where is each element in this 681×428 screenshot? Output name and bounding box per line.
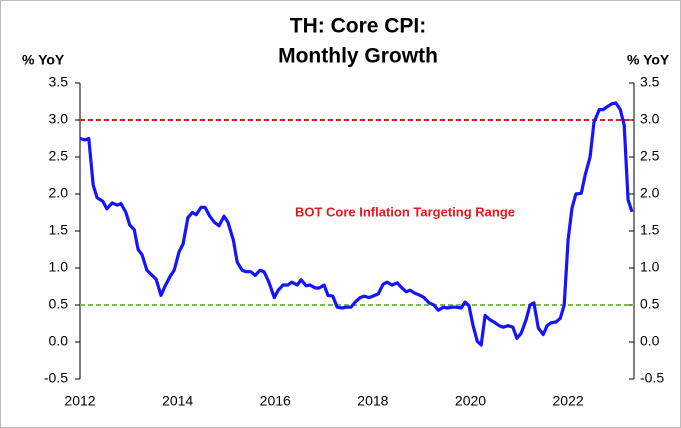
x-tick-label: 2020 [455,393,486,409]
x-tick-label: 2014 [162,393,193,409]
y2-tick-label: 0.0 [640,333,660,349]
y-tick-label: 2.5 [49,148,69,164]
y2-tick-label: 3.0 [640,111,660,127]
chart-title: TH: Core CPI: [290,15,427,38]
y-tick-label: 0.5 [49,296,69,312]
x-tick-label: 2022 [553,393,584,409]
y-tick-label: 1.0 [49,259,69,275]
y-tick-label: 3.0 [49,111,69,127]
data-line [79,101,634,347]
y-axis-label: % YoY [22,52,65,68]
x-tick-label: 2012 [64,393,95,409]
y-tick-label: 3.5 [49,74,69,90]
y2-tick-label: 1.5 [640,222,660,238]
y2-tick-label: 3.5 [640,74,660,90]
annotation: BOT Core Inflation Targeting Range [295,204,515,219]
y2-tick-label: 2.5 [640,148,660,164]
chart-title: Monthly Growth [278,45,438,68]
y-tick-label: 1.5 [49,222,69,238]
y-tick-label: 0.0 [49,333,69,349]
y2-tick-label: 2.0 [640,185,660,201]
y2-tick-label: 1.0 [640,259,660,275]
x-tick-label: 2016 [260,393,291,409]
y-tick-label: 2.0 [49,185,69,201]
y2-axis-label: % YoY [627,52,670,68]
y-tick-label: -0.5 [44,370,68,386]
y2-tick-label: 0.5 [640,296,660,312]
x-tick-label: 2018 [357,393,388,409]
y2-tick-label: -0.5 [640,370,664,386]
